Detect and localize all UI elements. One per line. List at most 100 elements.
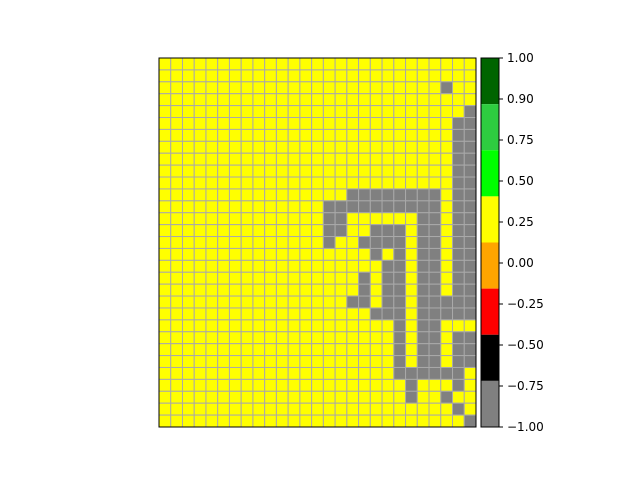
heatmap-cell	[299, 236, 313, 249]
heatmap-cell	[322, 224, 336, 238]
heatmap-cell	[452, 355, 465, 368]
heatmap-cell	[405, 271, 418, 285]
heatmap-cell	[334, 295, 348, 309]
heatmap-cell	[393, 105, 407, 119]
heatmap-cell	[205, 224, 219, 238]
heatmap-cell	[334, 247, 348, 261]
heatmap-cell	[275, 259, 289, 273]
heatmap-cell	[405, 117, 418, 130]
heatmap-cell	[369, 402, 383, 416]
heatmap-cell	[205, 366, 219, 380]
heatmap-cell	[170, 140, 183, 154]
heatmap-cell	[252, 271, 266, 285]
heatmap-cell	[264, 331, 277, 345]
heatmap-cell	[205, 57, 219, 71]
heatmap-cell	[217, 271, 230, 285]
heatmap-cell	[264, 236, 277, 249]
heatmap-cell	[369, 247, 383, 261]
heatmap-cell	[170, 236, 183, 249]
heatmap-cell	[405, 390, 418, 404]
heatmap-cell	[416, 93, 430, 107]
heatmap-cell	[217, 176, 230, 190]
heatmap-cell	[311, 307, 324, 321]
heatmap-cell	[416, 188, 430, 202]
heatmap-cell	[228, 176, 242, 190]
heatmap-cell	[416, 140, 430, 154]
heatmap-cell	[369, 140, 383, 154]
heatmap-cell	[346, 200, 360, 214]
heatmap-cell	[193, 152, 207, 166]
heatmap-cell	[158, 69, 172, 83]
heatmap-cell	[393, 366, 407, 380]
heatmap-cell	[322, 271, 336, 285]
heatmap-cell	[181, 212, 195, 226]
heatmap-cell	[358, 247, 371, 261]
heatmap-cell	[440, 57, 454, 71]
heatmap-cell	[369, 331, 383, 345]
heatmap-cell	[463, 355, 477, 368]
heatmap-cell	[463, 331, 477, 345]
heatmap-cell	[275, 140, 289, 154]
heatmap-cell	[334, 69, 348, 83]
heatmap-cell	[181, 81, 195, 95]
heatmap-cell	[322, 176, 336, 190]
heatmap-cell	[381, 343, 395, 357]
heatmap-cell	[217, 307, 230, 321]
heatmap-cell	[463, 271, 477, 285]
heatmap-cell	[369, 152, 383, 166]
heatmap-cell	[299, 176, 313, 190]
heatmap-cell	[193, 402, 207, 416]
heatmap-cell	[287, 81, 301, 95]
heatmap-cell	[170, 69, 183, 83]
heatmap-cell	[369, 200, 383, 214]
heatmap-cell	[287, 331, 301, 345]
heatmap-cell	[311, 247, 324, 261]
heatmap-cell	[193, 128, 207, 142]
heatmap-cell	[287, 128, 301, 142]
heatmap-cell	[252, 319, 266, 333]
heatmap-cell	[240, 366, 254, 380]
heatmap-cell	[334, 319, 348, 333]
heatmap-cell	[416, 271, 430, 285]
heatmap-cell	[452, 188, 465, 202]
heatmap-cell	[452, 81, 465, 95]
heatmap-cell	[311, 236, 324, 249]
heatmap-cell	[181, 414, 195, 428]
heatmap-cell	[381, 93, 395, 107]
heatmap-cell	[428, 378, 442, 392]
heatmap-cell	[193, 259, 207, 273]
heatmap-cell	[452, 259, 465, 273]
heatmap-cell	[158, 331, 172, 345]
heatmap-cell	[358, 331, 371, 345]
heatmap-cell	[452, 402, 465, 416]
heatmap-cell	[311, 259, 324, 273]
heatmap-cell	[416, 295, 430, 309]
heatmap-cell	[463, 152, 477, 166]
heatmap-cell	[416, 57, 430, 71]
colorbar-tick-label: 0.50	[507, 174, 534, 188]
heatmap-cell	[393, 69, 407, 83]
heatmap-cell	[428, 295, 442, 309]
heatmap-cell	[463, 390, 477, 404]
heatmap-cell	[322, 343, 336, 357]
heatmap-cell	[275, 57, 289, 71]
heatmap-cell	[381, 247, 395, 261]
heatmap-cell	[452, 57, 465, 71]
heatmap-cell	[346, 343, 360, 357]
heatmap-cell	[369, 93, 383, 107]
heatmap-cell	[369, 57, 383, 71]
heatmap-cell	[181, 105, 195, 119]
heatmap-cell	[334, 140, 348, 154]
heatmap-cell	[405, 69, 418, 83]
heatmap-cell	[346, 390, 360, 404]
heatmap-cell	[322, 307, 336, 321]
heatmap-cell	[158, 224, 172, 238]
heatmap-cell	[440, 224, 454, 238]
heatmap-cell	[217, 402, 230, 416]
heatmap-cell	[158, 247, 172, 261]
heatmap-cell	[217, 224, 230, 238]
heatmap-cell	[381, 378, 395, 392]
heatmap-cell	[416, 283, 430, 297]
heatmap-cell	[170, 212, 183, 226]
heatmap-cell	[264, 224, 277, 238]
